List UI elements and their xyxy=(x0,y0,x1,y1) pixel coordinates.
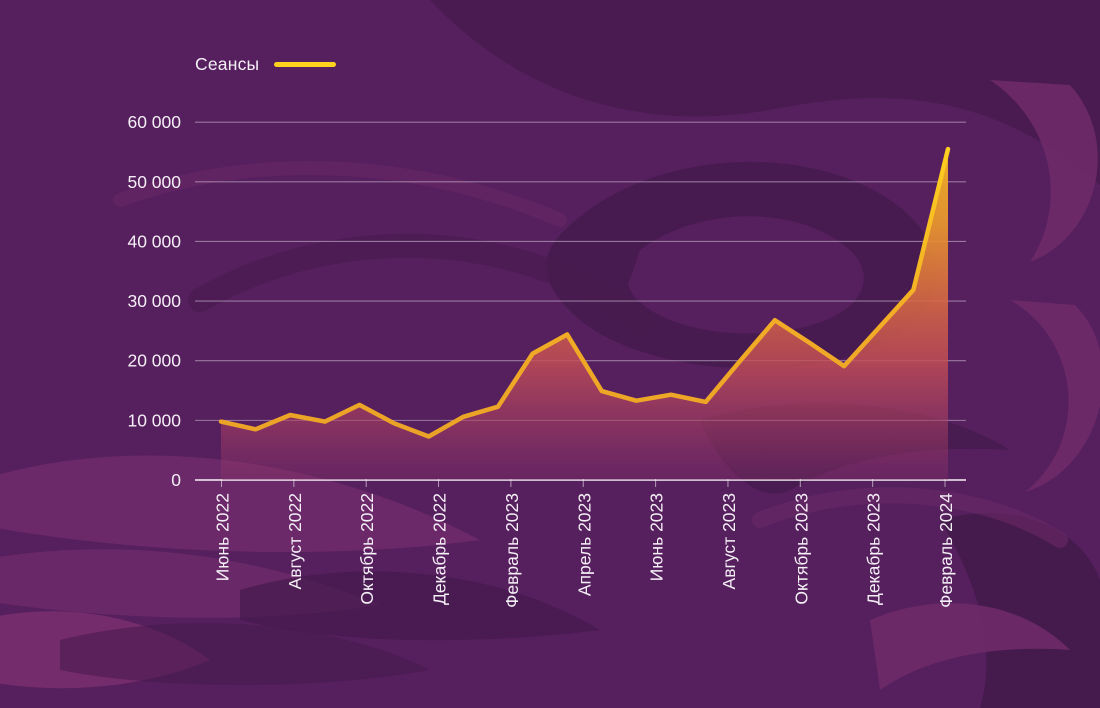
y-axis-label: 40 000 xyxy=(127,231,181,251)
x-axis-label: Февраль 2023 xyxy=(502,493,522,608)
x-axis-label: Февраль 2024 xyxy=(936,493,956,608)
x-axis-label: Август 2022 xyxy=(285,493,305,589)
y-axis-label: 60 000 xyxy=(127,112,181,132)
x-axis-label: Октябрь 2023 xyxy=(791,493,811,605)
legend-label: Сеансы xyxy=(195,54,260,74)
y-axis-label: 10 000 xyxy=(127,410,181,430)
y-axis-label: 0 xyxy=(171,470,181,490)
x-axis-label: Декабрь 2022 xyxy=(430,493,450,605)
sessions-line xyxy=(218,146,951,439)
y-axis-labels: 0 10 000 20 000 30 000 40 000 50 000 60 000 xyxy=(127,112,181,490)
y-axis-label: 20 000 xyxy=(127,351,181,371)
x-axis-label: Апрель 2023 xyxy=(574,493,594,596)
x-axis-label: Декабрь 2023 xyxy=(864,493,884,605)
x-axis-label: Июнь 2022 xyxy=(213,493,233,581)
sessions-area-fill xyxy=(221,149,948,480)
x-axis-labels: Июнь 2022 Август 2022 Октябрь 2022 Декабрь … xyxy=(213,479,956,608)
legend-item-sessions[interactable]: Сеансы xyxy=(195,54,337,75)
y-axis-label: 30 000 xyxy=(127,291,181,311)
y-axis-label: 50 000 xyxy=(127,172,181,192)
x-axis-label: Октябрь 2022 xyxy=(357,493,377,605)
x-axis-label: Июнь 2023 xyxy=(647,493,667,581)
x-axis-label: Август 2023 xyxy=(719,493,739,589)
legend-line-swatch xyxy=(274,62,337,67)
series-layer xyxy=(218,146,951,480)
